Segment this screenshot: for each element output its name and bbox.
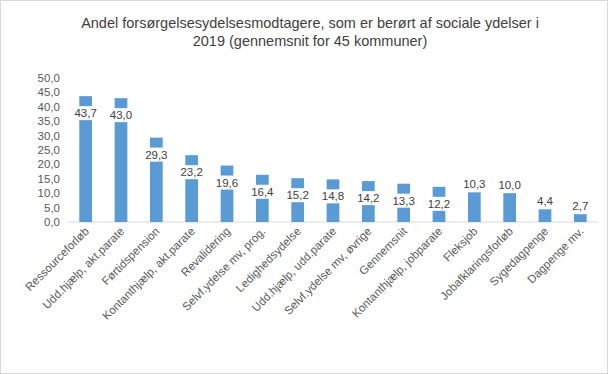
data-label-bg [70, 106, 100, 120]
data-label: 16,4 [251, 186, 274, 198]
data-label: 23,2 [180, 166, 202, 178]
bars [79, 96, 586, 222]
data-label-bg [388, 194, 418, 208]
data-label-bg [212, 176, 242, 190]
data-label-bg [282, 188, 312, 202]
data-label-bg [141, 148, 171, 162]
data-label-bg [459, 177, 489, 191]
y-tick-label: 50,0 [38, 72, 60, 84]
y-tick-label: 25,0 [38, 144, 60, 156]
data-label-bg [494, 178, 524, 192]
y-tick-label: 10,0 [38, 187, 60, 199]
data-label: 19,6 [216, 177, 238, 189]
data-label-bg [353, 191, 383, 205]
bar [468, 192, 481, 222]
data-label: 43,0 [110, 109, 132, 121]
bar [503, 193, 516, 222]
data-label: 2,7 [572, 200, 588, 212]
data-label: 4,4 [537, 195, 554, 207]
chart: Andel forsørgelsesydelsesmodtagere, som … [0, 0, 608, 374]
data-label-bg [247, 185, 277, 199]
data-label-bg [424, 197, 454, 211]
bar [539, 209, 552, 222]
data-label-bg [176, 165, 206, 179]
bar [221, 166, 234, 222]
y-tick-label: 0,0 [44, 216, 60, 228]
y-tick-label: 15,0 [38, 173, 60, 185]
data-label: 29,3 [145, 149, 167, 161]
y-tick-label: 5,0 [44, 202, 60, 214]
y-tick-label: 45,0 [38, 86, 60, 98]
data-label: 10,0 [498, 179, 520, 191]
data-label-bg [318, 189, 348, 203]
data-label: 43,7 [74, 107, 96, 119]
y-tick-label: 40,0 [38, 101, 60, 113]
data-label-bg [533, 194, 557, 208]
y-tick-label: 35,0 [38, 115, 60, 127]
x-tick-label: Dagpenge mv. [525, 225, 586, 286]
labels: 43,7Ressourceforløb43,0Udd.hjælp, akt.pa… [23, 106, 592, 322]
data-label: 12,2 [428, 198, 450, 210]
x-tick-label: Ledighedsydelse [234, 225, 304, 295]
bar [574, 214, 587, 222]
data-label: 13,3 [392, 195, 414, 207]
title: Andel forsørgelsesydelsesmodtagere, som … [81, 15, 539, 49]
x-tick-label: Kontanthjælp, jobparate [350, 225, 445, 320]
y-tick-label: 20,0 [38, 158, 60, 170]
data-label: 14,2 [357, 192, 379, 204]
data-label: 15,2 [286, 189, 308, 201]
y-tick-label: 30,0 [38, 130, 60, 142]
data-label-bg [106, 108, 136, 122]
chart-frame [1, 1, 608, 374]
x-tick-label: Ressourceforløb [23, 225, 91, 293]
x-tick-label: Sygedagpenge [487, 225, 550, 288]
data-label-bg [568, 199, 592, 213]
data-label: 14,8 [322, 190, 344, 202]
data-label: 10,3 [463, 178, 485, 190]
